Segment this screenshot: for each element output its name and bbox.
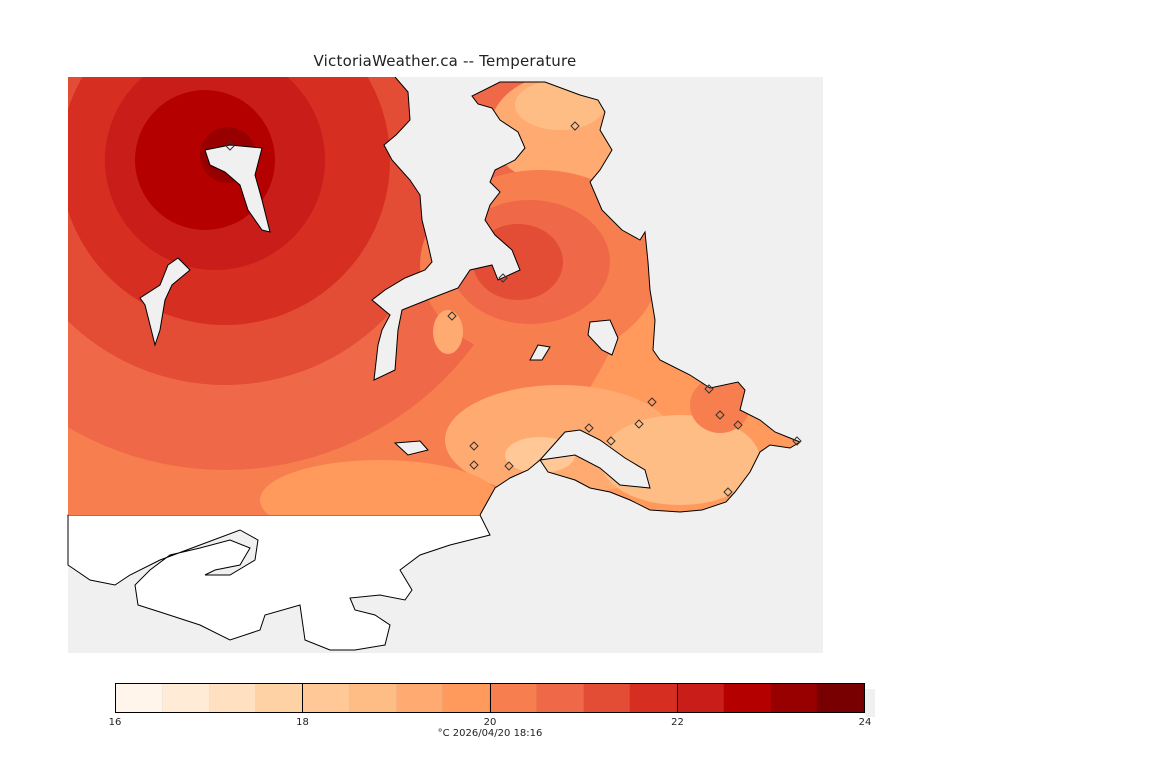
legend-swatch (723, 684, 771, 712)
station-diamond-icon (715, 410, 725, 420)
legend-swatch (396, 684, 444, 712)
legend-tick-label: 18 (296, 717, 309, 728)
station-diamond-icon (498, 273, 508, 283)
legend-tick-mark (489, 683, 491, 713)
legend-swatch (443, 684, 490, 712)
legend-swatch (349, 684, 397, 712)
legend-tick-mark (302, 683, 303, 713)
legend-tick-label: 20 (483, 717, 497, 728)
station-diamond-icon (792, 436, 802, 446)
lake (393, 440, 429, 456)
legend-swatch (677, 684, 724, 712)
station-diamond-icon (584, 423, 594, 433)
legend-swatch (583, 684, 631, 712)
color-legend (115, 683, 865, 713)
station-diamond-icon (606, 436, 616, 446)
station-diamond-icon (469, 460, 479, 470)
legend-shadow (865, 689, 875, 717)
legend-swatch (490, 684, 537, 712)
coastline (371, 76, 802, 516)
legend-swatch (162, 684, 210, 712)
legend-swatch (116, 684, 163, 712)
station-diamond-icon (504, 461, 514, 471)
lake (587, 319, 619, 356)
map-title: VictoriaWeather.ca -- Temperature (313, 52, 577, 70)
lake (529, 344, 551, 361)
station-diamond-icon (733, 420, 743, 430)
legend-swatch (536, 684, 584, 712)
lake (204, 144, 271, 233)
lake (139, 257, 191, 347)
legend-tick-label: 24 (858, 717, 872, 728)
legend-swatch (630, 684, 677, 712)
station-diamond-icon (647, 397, 657, 407)
legend-swatch (303, 684, 350, 712)
station-diamond-icon (225, 141, 235, 151)
station-diamond-icon (570, 121, 580, 131)
station-diamond-icon (469, 441, 479, 451)
legend-swatch (817, 684, 864, 712)
legend-swatch (209, 684, 257, 712)
weather-stations[interactable] (225, 121, 802, 497)
station-diamond-icon (723, 487, 733, 497)
land-nodata-region (67, 514, 491, 651)
station-diamond-icon (704, 384, 714, 394)
legend-tick-mark (677, 683, 678, 713)
legend-swatch (256, 684, 303, 712)
legend-swatch (770, 684, 818, 712)
legend-caption: °C 2026/04/20 18:16 (437, 728, 543, 739)
station-diamond-icon (447, 311, 457, 321)
station-diamond-icon (634, 419, 644, 429)
legend-tick-label: 16 (108, 717, 122, 728)
legend-tick-label: 22 (671, 717, 684, 728)
inlet (538, 429, 651, 489)
